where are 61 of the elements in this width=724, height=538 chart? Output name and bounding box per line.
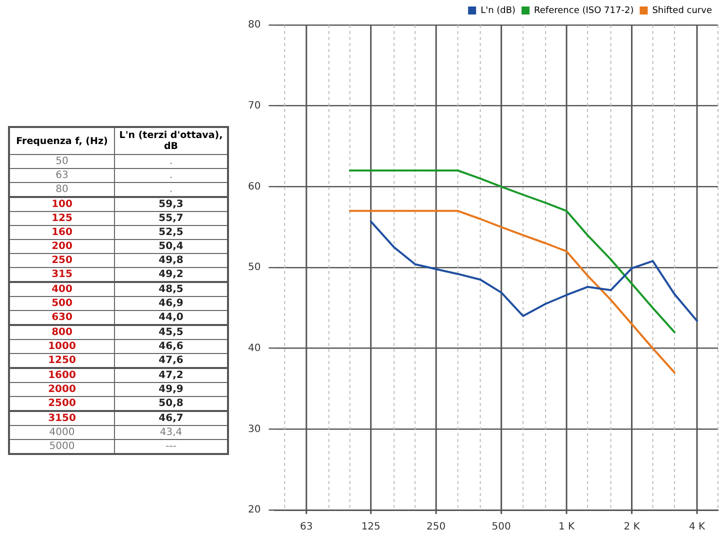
text: 47,2 [114, 368, 228, 382]
text: 5000 [9, 440, 114, 454]
text: 50 [9, 154, 114, 168]
text: 800 [9, 325, 114, 340]
text: 46,7 [114, 411, 228, 426]
text: 500 [9, 296, 114, 310]
text: . [114, 168, 228, 182]
text: . [114, 182, 228, 197]
text: 59,3 [114, 197, 228, 212]
x-tick-label: 1 K [558, 522, 576, 533]
text: 49,2 [114, 268, 228, 282]
x-tick-label: 2 K [624, 522, 640, 533]
text: 63 [9, 168, 114, 182]
text: 49,9 [114, 382, 228, 396]
text: 47,6 [114, 354, 228, 368]
text: 43,4 [114, 426, 228, 440]
text: 630 [9, 310, 114, 325]
text: 1000 [9, 340, 114, 354]
text: 250 [9, 254, 114, 268]
y-tick-label: 20 [248, 504, 261, 516]
text: 1250 [9, 354, 114, 368]
text: 3150 [9, 411, 114, 426]
x-tick-label: 63 [300, 522, 313, 533]
text: 45,5 [114, 325, 228, 340]
text: 125 [9, 212, 114, 226]
legend-label: Reference (ISO 717-2) [534, 6, 634, 16]
text: 52,5 [114, 226, 228, 240]
text: 400 [9, 282, 114, 296]
text: 160 [9, 226, 114, 240]
text: 50,8 [114, 396, 228, 411]
x-tick-label: 125 [361, 522, 380, 533]
x-tick-label: 500 [492, 522, 511, 533]
text: 44,0 [114, 310, 228, 325]
y-tick-label: 60 [248, 181, 261, 192]
text: 1600 [9, 368, 114, 382]
legend-label: Shifted curve [652, 6, 712, 16]
legend-label: L'n (dB) [480, 6, 516, 16]
text: 2000 [9, 382, 114, 396]
y-tick-label: 70 [248, 100, 261, 112]
text: 80 [9, 182, 114, 197]
text: Frequenza f, (Hz) [9, 127, 114, 154]
text: 100 [9, 197, 114, 212]
text: 315 [9, 268, 114, 282]
y-tick-label: 30 [248, 424, 261, 435]
y-tick-label: 40 [248, 342, 261, 354]
text: 48,5 [114, 282, 228, 296]
text: 55,7 [114, 212, 228, 226]
text: 49,8 [114, 254, 228, 268]
text: 50,4 [114, 240, 228, 254]
x-tick-label: 250 [426, 522, 446, 533]
text: . [114, 154, 228, 168]
text: 2500 [9, 396, 114, 411]
x-tick-label: 4 K [688, 522, 706, 533]
text: 46,6 [114, 340, 228, 354]
text: --- [114, 440, 228, 454]
y-tick-label: 80 [248, 20, 261, 31]
text: 4000 [9, 426, 114, 440]
y-tick-label: 50 [248, 262, 261, 274]
text: L'n (terzi d'ottava), dB [114, 127, 228, 154]
text: 46,9 [114, 296, 228, 310]
text: 200 [9, 240, 114, 254]
